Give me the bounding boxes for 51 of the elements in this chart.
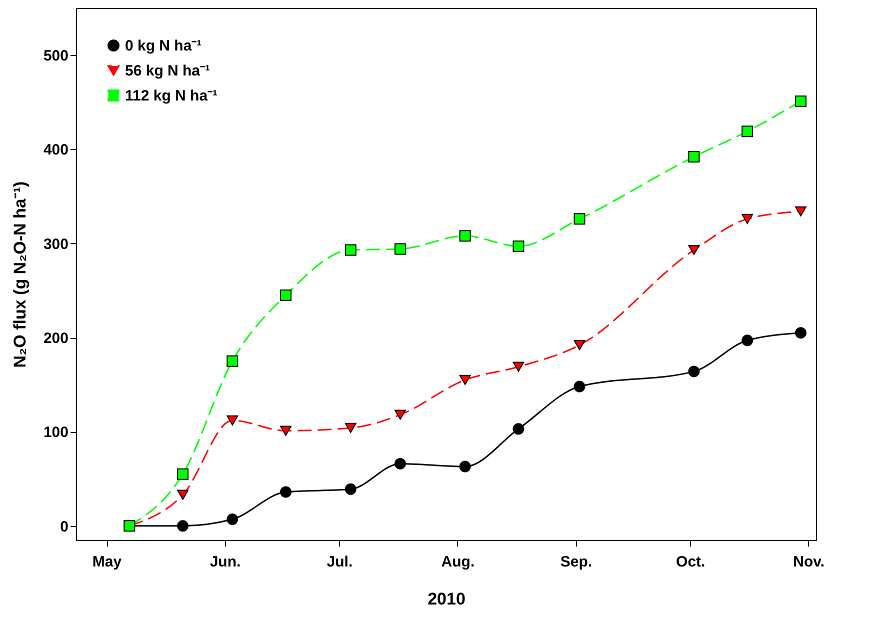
point (459, 374, 471, 385)
y-tick-label: 100 (43, 424, 68, 442)
point (226, 355, 238, 367)
point (512, 240, 524, 252)
point (512, 423, 524, 435)
point (280, 486, 292, 498)
y-axis-title: N₂O flux (g N₂O-N ha⁻¹) (10, 181, 30, 368)
x-tick-label: May (92, 554, 122, 570)
point (459, 460, 471, 472)
point (688, 151, 700, 163)
point (795, 95, 806, 107)
point (574, 213, 586, 225)
point (688, 244, 700, 256)
legend-label: 112 kg N ha⁻¹ (125, 88, 218, 104)
point (344, 422, 356, 433)
legend-label: 56 kg N ha⁻¹ (125, 62, 210, 80)
point (742, 334, 754, 346)
point (394, 410, 406, 420)
point (688, 366, 700, 378)
legend-label: 0 kg N ha⁻¹ (125, 38, 202, 54)
x-tick-label: Jul. (326, 554, 353, 570)
point (226, 514, 238, 526)
point (280, 426, 292, 436)
y-tick-label: 500 (43, 48, 68, 65)
point (177, 520, 189, 532)
y-tick-label: 200 (43, 330, 68, 348)
point (344, 483, 356, 495)
y-tick-label: 0 (60, 518, 68, 536)
point (742, 126, 754, 138)
point (512, 362, 524, 372)
x-tick-label: Aug. (441, 554, 475, 570)
point (742, 214, 754, 224)
point (795, 206, 806, 216)
point (177, 490, 189, 500)
y-tick-label: 300 (43, 236, 68, 253)
point (394, 458, 406, 470)
point (280, 289, 292, 301)
x-tick-label: Oct. (676, 554, 706, 570)
point (394, 243, 406, 255)
point (344, 244, 356, 256)
x-tick-label: Sep. (560, 554, 592, 570)
x-axis-title: 2010 (428, 590, 466, 608)
x-tick-label: Jun. (210, 554, 241, 570)
point (459, 230, 471, 242)
point (226, 415, 238, 426)
point (177, 468, 189, 480)
x-tick-label: Nov. (793, 554, 825, 570)
point (574, 380, 586, 392)
y-tick-label: 400 (43, 142, 68, 159)
point (795, 327, 806, 339)
point (574, 340, 586, 350)
